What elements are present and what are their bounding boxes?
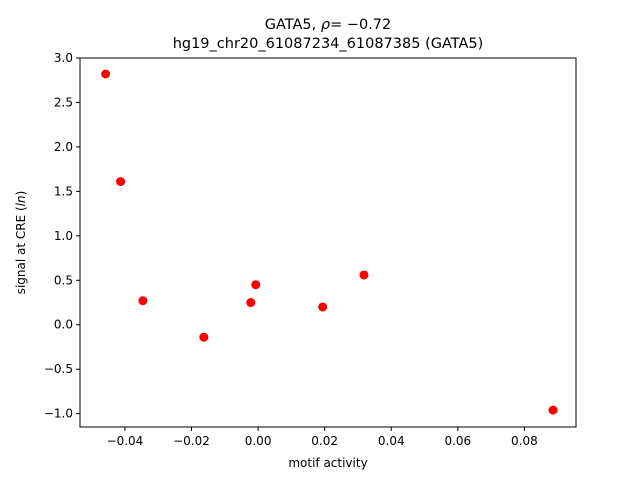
- x-tick-label: 0.06: [444, 434, 471, 448]
- y-tick-label: 2.0: [54, 140, 73, 154]
- y-axis-ticks: −1.0 −0.5 0.0 0.5 1.0 1.5 2.0 2.5 3.0: [44, 51, 80, 421]
- data-point: [101, 69, 111, 79]
- data-points: [101, 69, 558, 415]
- data-point: [116, 177, 126, 187]
- x-tick-label: 0.08: [511, 434, 538, 448]
- x-tick-label: 0.04: [378, 434, 405, 448]
- data-point: [359, 270, 369, 280]
- y-tick-label: 3.0: [54, 51, 73, 65]
- chart-title-line1: GATA5, ρ= −0.72: [265, 17, 392, 33]
- y-tick-label: 2.5: [54, 95, 73, 109]
- y-axis-label: signal at CRE (ln): [14, 191, 28, 295]
- x-tick-label: −0.02: [173, 434, 210, 448]
- data-point: [251, 280, 261, 290]
- y-tick-label: 0.5: [54, 273, 73, 287]
- x-tick-label: −0.04: [107, 434, 144, 448]
- y-tick-label: 1.0: [54, 229, 73, 243]
- x-tick-label: 0.02: [311, 434, 338, 448]
- chart-title-line2: hg19_chr20_61087234_61087385 (GATA5): [173, 36, 484, 52]
- x-axis-ticks: −0.04 −0.02 0.00 0.02 0.04 0.06 0.08: [107, 427, 538, 448]
- y-tick-label: −1.0: [44, 407, 73, 421]
- y-tick-label: −0.5: [44, 362, 73, 376]
- x-axis-label: motif activity: [288, 456, 367, 470]
- y-tick-label: 1.5: [54, 184, 73, 198]
- data-point: [138, 296, 148, 306]
- y-tick-label: 0.0: [54, 318, 73, 332]
- data-point: [246, 298, 256, 308]
- x-tick-label: 0.00: [245, 434, 272, 448]
- data-point: [548, 405, 558, 415]
- data-point: [318, 302, 328, 312]
- data-point: [199, 332, 209, 342]
- plot-frame: [79, 57, 577, 428]
